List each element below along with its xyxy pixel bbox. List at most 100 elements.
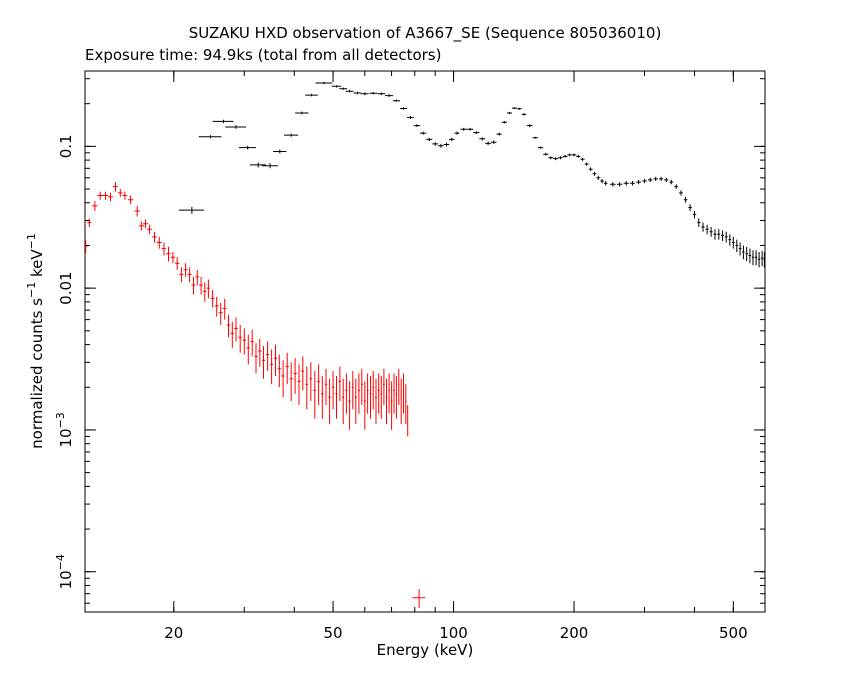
data-point <box>390 381 393 430</box>
data-point <box>313 371 317 419</box>
y-axis-label-base: normalized counts s <box>28 298 46 449</box>
data-point <box>537 146 544 149</box>
data-point <box>254 343 258 374</box>
data-point <box>108 192 113 202</box>
data-point <box>580 157 585 161</box>
chart-subtitle: Exposure time: 94.9ks (total from all de… <box>85 46 441 64</box>
data-point <box>345 89 354 93</box>
data-point <box>246 334 250 365</box>
data-point <box>512 107 517 110</box>
data-point <box>335 376 338 419</box>
data-point <box>147 224 153 235</box>
data-point <box>353 91 362 95</box>
data-point <box>122 191 128 200</box>
data-point <box>748 248 752 264</box>
data-point <box>281 360 285 398</box>
data-point <box>187 267 192 283</box>
data-point <box>653 176 658 181</box>
plot-frame <box>84 70 766 613</box>
data-point <box>548 156 554 160</box>
data-point <box>400 107 407 110</box>
data-point <box>388 373 390 414</box>
x-axis-label: Energy (keV) <box>377 641 474 659</box>
data-point <box>363 381 366 430</box>
data-point <box>183 263 188 277</box>
data-point <box>273 149 287 154</box>
data-point <box>166 247 171 262</box>
data-point <box>558 156 563 160</box>
data-point <box>261 346 265 379</box>
data-point <box>466 127 474 131</box>
data-point <box>669 179 674 185</box>
data-point <box>735 239 739 252</box>
data-point <box>485 141 491 146</box>
data-point <box>87 218 92 227</box>
data-point <box>324 368 328 405</box>
data-point <box>473 131 480 135</box>
data-point <box>230 321 235 348</box>
tick-labels: 20 50 100 200 500 0.1 0.01 10−3 10−4 <box>54 134 748 642</box>
data-point <box>315 81 333 85</box>
x-tick-label: 50 <box>324 624 343 642</box>
data-point <box>521 113 527 116</box>
data-point <box>156 236 162 249</box>
data-point <box>385 94 393 97</box>
y-tick-label: 0.01 <box>57 271 75 304</box>
data-point <box>763 252 765 268</box>
data-point <box>179 267 184 283</box>
axis-ticks <box>85 71 766 612</box>
data-point <box>460 127 467 131</box>
data-point <box>277 354 281 388</box>
x-tick-label: 20 <box>164 624 183 642</box>
data-point <box>97 191 103 200</box>
data-point <box>543 152 549 156</box>
data-point <box>238 325 242 353</box>
data-point <box>206 279 211 299</box>
data-point <box>490 140 497 144</box>
y-tick-label: 0.1 <box>57 134 75 158</box>
data-point <box>143 219 149 229</box>
data-point <box>117 189 123 197</box>
data-point <box>266 341 270 372</box>
data-point <box>731 236 735 249</box>
x-tick-label: 500 <box>719 624 748 642</box>
data-point <box>202 282 207 302</box>
data-point <box>369 91 378 95</box>
data-series <box>85 81 765 608</box>
data-point <box>420 131 427 135</box>
data-point <box>567 153 572 157</box>
data-point <box>218 302 223 325</box>
data-point <box>273 344 278 376</box>
data-point <box>426 137 433 142</box>
data-point <box>85 240 88 253</box>
data-point <box>377 92 386 96</box>
data-point <box>400 378 402 425</box>
data-point <box>212 119 234 124</box>
data-point <box>297 364 301 405</box>
data-point <box>175 257 180 270</box>
data-point <box>630 181 635 186</box>
data-point <box>342 378 345 425</box>
data-point <box>507 111 512 114</box>
data-point <box>289 362 293 401</box>
data-point <box>285 352 289 385</box>
data-point <box>738 242 742 256</box>
data-point <box>321 376 324 419</box>
data-point <box>454 131 460 135</box>
data-point <box>375 378 377 425</box>
data-point <box>616 182 623 187</box>
data-point <box>317 364 320 405</box>
data-point <box>683 196 688 203</box>
data-point <box>305 366 309 410</box>
data-point <box>501 121 507 124</box>
data-point <box>102 191 108 200</box>
data-point <box>331 371 335 410</box>
data-point <box>745 247 748 262</box>
data-point <box>603 181 608 186</box>
data-point <box>152 231 157 243</box>
data-point <box>270 349 273 385</box>
data-point <box>360 368 363 405</box>
data-point <box>479 137 486 141</box>
data-point <box>331 85 342 88</box>
series-2 <box>85 182 426 608</box>
